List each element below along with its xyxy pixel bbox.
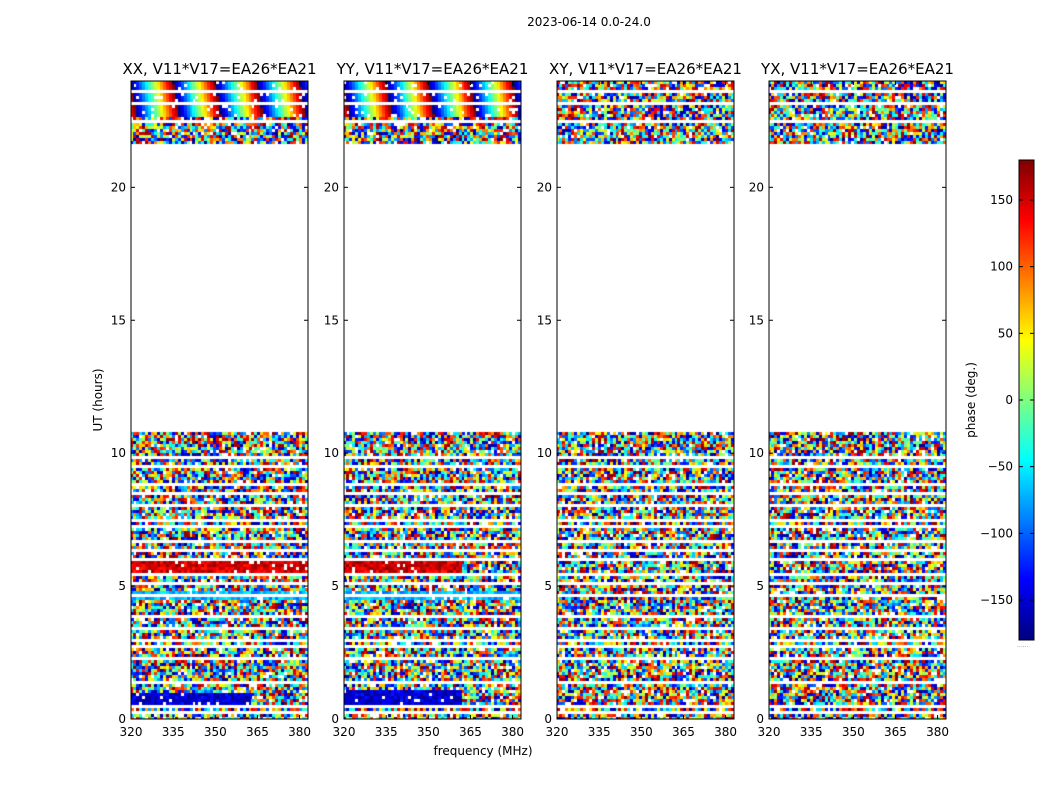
- x-tick-label: 380: [926, 725, 949, 739]
- x-tick-label: 380: [501, 725, 524, 739]
- heatmap-image-xy: [557, 81, 734, 719]
- y-tick-label: 20: [324, 180, 339, 194]
- x-tick-label: 335: [375, 725, 398, 739]
- y-tick-label: 15: [111, 313, 126, 327]
- panel-frame: [556, 80, 735, 720]
- x-axis-label: frequency (MHz): [433, 744, 532, 758]
- panel-yy: YY, V11*V17=EA26*EA21 320 335 350 365 380 0 5 10…: [324, 60, 529, 739]
- colorbar-gradient: [1019, 160, 1034, 640]
- x-tick-label: 320: [120, 725, 143, 739]
- x-tick-label: 350: [417, 725, 440, 739]
- panel-frame: [343, 80, 522, 720]
- y-tick-label: 20: [537, 180, 552, 194]
- y-tick-label: 10: [111, 446, 126, 460]
- colorbar: −150 −100 −50 0 50 100 150 phase (deg.)......: [964, 159, 1035, 649]
- panel-frame: [130, 80, 309, 720]
- y-tick-label: 15: [749, 313, 764, 327]
- y-tick-label: 5: [331, 579, 339, 593]
- panel-title: XY, V11*V17=EA26*EA21: [549, 60, 742, 78]
- panel-yx: YX, V11*V17=EA26*EA21 320 335 350 365 380 0 5 10…: [749, 60, 954, 739]
- y-tick-label: 0: [756, 712, 764, 726]
- y-tick-label: 15: [324, 313, 339, 327]
- x-tick-label: 365: [459, 725, 482, 739]
- x-tick-label: 350: [630, 725, 653, 739]
- x-tick-label: 335: [162, 725, 185, 739]
- y-tick-label: 0: [544, 712, 552, 726]
- y-tick-label: 10: [537, 446, 552, 460]
- colorbar-label: phase (deg.): [964, 362, 978, 438]
- y-tick-label: 20: [111, 180, 126, 194]
- x-tick-label: 380: [288, 725, 311, 739]
- x-tick-label: 365: [246, 725, 269, 739]
- x-tick-label: 320: [333, 725, 356, 739]
- y-axis-label: UT (hours): [91, 368, 105, 431]
- colorbar-under-label: ......: [1017, 642, 1029, 649]
- colorbar-tick-label: −50: [988, 460, 1013, 474]
- y-tick-label: 5: [756, 579, 764, 593]
- panel-title: YX, V11*V17=EA26*EA21: [760, 60, 954, 78]
- figure-suptitle: 2023-06-14 0.0-24.0: [527, 15, 651, 29]
- x-tick-label: 335: [800, 725, 823, 739]
- heatmap-image-yy: [344, 81, 521, 719]
- x-tick-label: 320: [758, 725, 781, 739]
- panel-title: YY, V11*V17=EA26*EA21: [336, 60, 529, 78]
- y-tick-label: 0: [118, 712, 126, 726]
- panel-xy: XY, V11*V17=EA26*EA21 320 335 350 365 380 0 5 10…: [537, 60, 742, 739]
- x-tick-label: 320: [546, 725, 569, 739]
- x-tick-label: 380: [714, 725, 737, 739]
- colorbar-tick-label: 50: [998, 326, 1013, 340]
- heatmap-image-xx: [131, 81, 308, 719]
- colorbar-tick-label: −150: [980, 593, 1013, 607]
- panels-group: XX, V11*V17=EA26*EA21 320 335 350 365 380 0 5 10…: [111, 60, 954, 739]
- panel-title: XX, V11*V17=EA26*EA21: [122, 60, 316, 78]
- y-tick-label: 10: [749, 446, 764, 460]
- colorbar-tick-label: 150: [990, 193, 1013, 207]
- colorbar-tick-label: 0: [1005, 393, 1013, 407]
- x-tick-label: 335: [588, 725, 611, 739]
- panel-frame: [768, 80, 947, 720]
- x-tick-label: 350: [204, 725, 227, 739]
- heatmap-image-yx: [769, 81, 946, 719]
- colorbar-tick-label: 100: [990, 260, 1013, 274]
- y-tick-label: 0: [331, 712, 339, 726]
- panel-xx: XX, V11*V17=EA26*EA21 320 335 350 365 380 0 5 10…: [111, 60, 317, 739]
- y-tick-label: 5: [118, 579, 126, 593]
- y-tick-label: 15: [537, 313, 552, 327]
- y-tick-label: 5: [544, 579, 552, 593]
- y-tick-label: 10: [324, 446, 339, 460]
- x-tick-label: 365: [884, 725, 907, 739]
- x-tick-label: 365: [672, 725, 695, 739]
- x-tick-label: 350: [842, 725, 865, 739]
- colorbar-tick-label: −100: [980, 526, 1013, 540]
- y-tick-label: 20: [749, 180, 764, 194]
